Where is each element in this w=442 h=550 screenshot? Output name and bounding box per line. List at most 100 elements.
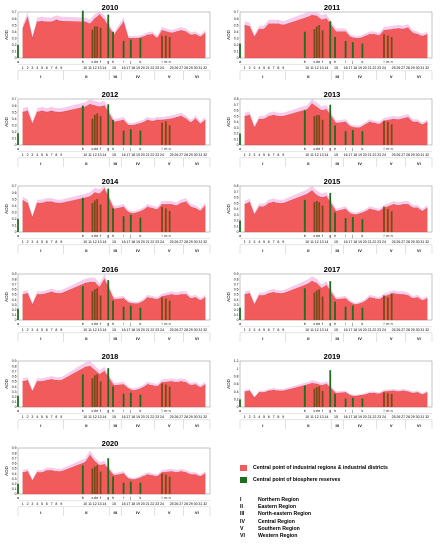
industrial-point — [190, 298, 192, 299]
region-label: I — [40, 248, 41, 253]
industrial-point — [402, 118, 404, 119]
industrial-point — [263, 28, 265, 30]
industrial-point — [128, 388, 129, 389]
industrial-point — [359, 395, 361, 396]
industrial-tick-label: 21 — [146, 502, 150, 506]
industrial-point — [156, 209, 158, 211]
industrial-point — [22, 472, 24, 473]
biosphere-tick-label: h — [334, 147, 336, 151]
industrial-point — [36, 21, 38, 23]
industrial-tick-label: 13 — [98, 328, 102, 332]
biosphere-bar — [17, 133, 19, 145]
industrial-tick-label: 28 — [406, 415, 410, 419]
y-tick-label: 0.7 — [234, 103, 239, 107]
industrial-point — [171, 471, 172, 472]
region-label: III — [336, 248, 339, 253]
biosphere-bar — [81, 197, 84, 232]
y-tick-label: 0.4 — [234, 120, 239, 124]
biosphere-bar — [334, 36, 336, 58]
y-tick-label: 0 — [237, 318, 239, 322]
biosphere-tick-label: d — [94, 60, 96, 64]
y-tick-label: 0.6 — [12, 104, 17, 108]
biosphere-bar — [161, 35, 163, 58]
industrial-tick-label: 27 — [401, 66, 405, 70]
biosphere-bar — [386, 297, 389, 320]
biosphere-bar — [129, 392, 132, 407]
industrial-point — [190, 206, 192, 208]
region-label: V — [168, 336, 171, 341]
industrial-tick-label: 21 — [368, 328, 372, 332]
region-label: VI — [195, 74, 199, 79]
biosphere-bar — [122, 40, 125, 58]
biosphere-tick-label: c — [92, 409, 94, 413]
industrial-point — [99, 373, 100, 375]
industrial-point — [56, 380, 57, 381]
y-axis-label: AOD — [4, 465, 9, 476]
industrial-tick-label: 20 — [363, 328, 367, 332]
biosphere-tick-label: m — [164, 60, 167, 64]
biosphere-bar — [390, 293, 393, 320]
biosphere-tick-label: b — [82, 234, 84, 238]
industrial-tick-label: 15 — [112, 415, 116, 419]
industrial-tick-label: 19 — [136, 328, 140, 332]
region-label: III — [114, 423, 117, 428]
industrial-tick-label: 30 — [416, 240, 420, 244]
industrial-tick-label: 28 — [184, 415, 188, 419]
industrial-point — [84, 461, 86, 463]
industrial-tick-label: 25 — [392, 153, 396, 157]
biosphere-bar — [344, 40, 347, 58]
industrial-tick-label: 6 — [46, 328, 48, 332]
industrial-tick-label: 17 — [126, 153, 130, 157]
industrial-point — [60, 111, 62, 113]
industrial-point — [32, 480, 33, 482]
industrial-tick-label: 7 — [273, 66, 275, 70]
industrial-tick-label: 16 — [344, 66, 348, 70]
industrial-point — [41, 472, 43, 473]
industrial-tick-label: 5 — [263, 415, 265, 419]
legend-industrial: Central point of industrial regions & in… — [240, 462, 436, 474]
industrial-tick-label: 21 — [146, 415, 150, 419]
industrial-point — [195, 297, 196, 298]
biosphere-bar — [107, 368, 110, 407]
biosphere-bar — [93, 375, 96, 407]
industrial-area-series — [22, 188, 206, 233]
industrial-point — [407, 204, 409, 205]
biosphere-tick-label: g — [329, 60, 331, 64]
industrial-point — [137, 211, 139, 213]
industrial-tick-label: 12 — [315, 66, 319, 70]
y-tick-label: 0.5 — [12, 380, 17, 384]
industrial-point — [335, 392, 337, 394]
biosphere-tick-label: m — [386, 234, 389, 238]
industrial-point — [258, 206, 260, 208]
industrial-area-series — [244, 383, 428, 408]
biosphere-tick-label: a — [17, 409, 19, 413]
industrial-tick-label: 28 — [184, 502, 188, 506]
region-label: V — [390, 423, 393, 428]
biosphere-bar — [321, 296, 324, 320]
industrial-point — [422, 35, 423, 37]
industrial-point — [113, 475, 115, 476]
industrial-point — [22, 200, 24, 201]
biosphere-bar — [129, 481, 132, 494]
industrial-tick-label: 26 — [174, 415, 178, 419]
industrial-point — [402, 294, 404, 295]
y-tick-label: 0 — [15, 56, 17, 60]
region-label: II — [85, 510, 87, 515]
biosphere-tick-label: a — [17, 496, 19, 500]
industrial-point — [204, 205, 206, 207]
biosphere-bar — [390, 211, 393, 232]
y-tick-label: 0.6 — [234, 109, 239, 113]
industrial-point — [311, 382, 313, 384]
industrial-tick-label: 2 — [27, 153, 29, 157]
industrial-point — [326, 196, 327, 197]
industrial-point — [306, 384, 308, 386]
industrial-tick-label: 17 — [126, 66, 130, 70]
industrial-point — [350, 36, 351, 38]
industrial-point — [147, 34, 148, 36]
biosphere-bar — [168, 210, 171, 232]
industrial-tick-label: 6 — [46, 502, 48, 506]
industrial-tick-label: 30 — [416, 66, 420, 70]
industrial-point — [350, 302, 351, 303]
y-tick-label: 0.1 — [12, 487, 17, 491]
